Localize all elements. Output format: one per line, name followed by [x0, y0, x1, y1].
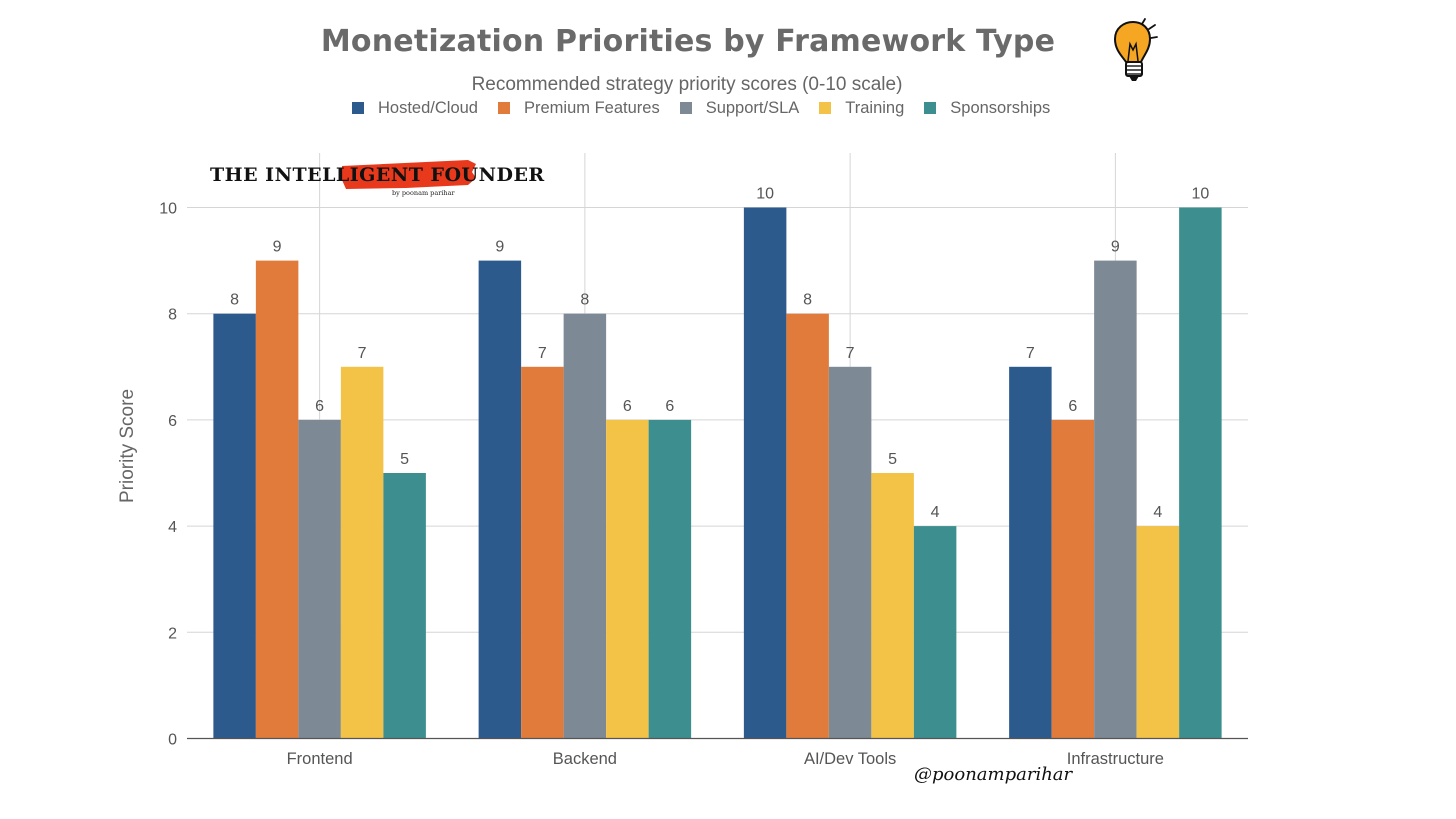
- lightbulb-filament: [1127, 41, 1139, 62]
- legend-label: Premium Features: [523, 98, 660, 117]
- data-label: 7: [1026, 345, 1035, 362]
- bar: [563, 313, 607, 739]
- legend-item[interactable]: Sponsorships: [924, 99, 1050, 118]
- data-label: 9: [495, 239, 504, 256]
- data-label: 6: [623, 398, 632, 415]
- chart-title: Monetization Priorities by Framework Typ…: [320, 24, 1056, 59]
- data-label: 10: [756, 186, 774, 203]
- chart-legend: Hosted/Cloud Premium Features Support/SLA T…: [352, 97, 1070, 119]
- bar: [213, 313, 256, 739]
- bar: [1136, 526, 1180, 739]
- legend-swatch: [819, 102, 832, 114]
- brand-brush-stroke: [342, 160, 476, 189]
- data-label: 4: [1153, 504, 1162, 521]
- bar: [743, 207, 787, 739]
- bar: [383, 473, 426, 739]
- bar: [1009, 366, 1052, 739]
- x-tick-label: AI/Dev Tools: [804, 750, 896, 768]
- legend-swatch: [497, 102, 510, 114]
- data-label: 10: [1191, 186, 1209, 203]
- x-tick-label: Infrastructure: [1067, 750, 1164, 768]
- data-label: 7: [538, 345, 547, 362]
- legend-swatch: [924, 102, 937, 114]
- bar: [648, 419, 692, 739]
- lightbulb-tip: [1129, 76, 1139, 81]
- legend-swatch: [679, 102, 692, 114]
- brand-logo-text: THE INTELLIGENT FOUNDER: [210, 164, 545, 186]
- x-tick-label: Backend: [553, 750, 617, 768]
- lightbulb-icon: [1113, 18, 1158, 81]
- y-tick-label: 8: [168, 307, 177, 324]
- bar: [521, 366, 564, 739]
- data-label: 8: [230, 292, 239, 309]
- data-label: 9: [273, 239, 282, 256]
- bar: [255, 260, 299, 739]
- legend-label: Hosted/Cloud: [378, 98, 478, 117]
- legend-label: Training: [845, 98, 905, 117]
- author-handle: @poonamparihar: [914, 764, 1073, 785]
- y-tick-label: 10: [159, 201, 177, 218]
- lightbulb-base-threads: [1126, 65, 1142, 75]
- x-tick-label: Frontend: [287, 750, 353, 768]
- bar: [871, 473, 914, 739]
- data-label: 6: [315, 398, 324, 415]
- bar: [606, 419, 649, 739]
- bar: [1094, 260, 1137, 739]
- data-label: 6: [1068, 398, 1077, 415]
- data-label: 7: [846, 345, 855, 362]
- bar: [1179, 207, 1222, 739]
- chart-subtitle: Recommended strategy priority scores (0-…: [471, 74, 903, 95]
- data-label: 8: [580, 292, 589, 309]
- brand-logo-subtext: by poonam parihar: [392, 189, 455, 197]
- bar: [478, 260, 522, 739]
- brand-logo: THE INTELLIGENT FOUNDER by poonam pariha…: [206, 158, 544, 200]
- legend-label: Support/SLA: [705, 98, 800, 117]
- data-label: 4: [931, 504, 940, 521]
- data-label: 9: [1111, 239, 1120, 256]
- lightbulb-glass: [1113, 20, 1152, 63]
- legend-item[interactable]: Training: [819, 99, 904, 118]
- data-label: 6: [665, 398, 674, 415]
- y-tick-label: 4: [168, 519, 177, 536]
- y-axis-title: Priority Score: [117, 389, 138, 503]
- bar: [1051, 419, 1095, 739]
- data-label: 7: [358, 345, 367, 362]
- y-tick-label: 6: [168, 413, 177, 430]
- bar: [828, 366, 872, 739]
- data-label: 5: [888, 451, 897, 468]
- data-label: 8: [803, 292, 812, 309]
- bar: [786, 313, 829, 739]
- bar: [913, 526, 957, 739]
- brush-stroke-shape: [342, 160, 476, 189]
- bar: [340, 366, 384, 739]
- y-tick-label: 0: [168, 732, 177, 749]
- y-tick-label: 2: [168, 625, 177, 642]
- lightbulb-rays: [1141, 18, 1158, 39]
- legend-item[interactable]: Support/SLA: [679, 98, 800, 118]
- legend-label: Sponsorships: [950, 98, 1051, 117]
- legend-swatch: [352, 102, 364, 114]
- legend-item[interactable]: Premium Features: [497, 98, 660, 118]
- legend-item[interactable]: Hosted/Cloud: [352, 99, 478, 118]
- bar: [298, 419, 341, 739]
- data-label: 5: [400, 451, 409, 468]
